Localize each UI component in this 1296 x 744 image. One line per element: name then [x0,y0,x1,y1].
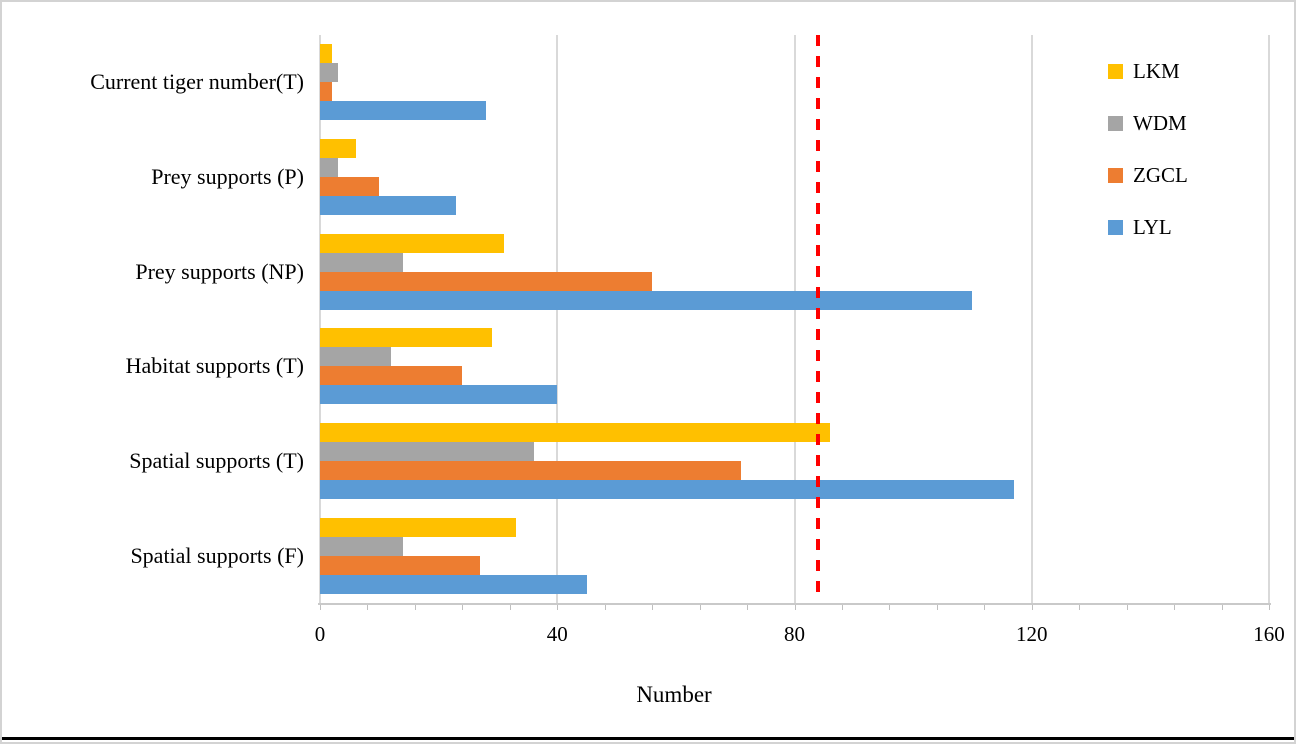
axis-minor-tick [1031,605,1033,610]
gridline-x-0 [319,35,321,603]
axis-minor-tick [320,605,321,610]
legend-label-wdm: WDM [1133,111,1187,135]
axis-minor-tick [984,605,986,610]
bar-lkm-3 [320,234,504,253]
x-axis-line [318,603,1271,605]
bar-wdm-6 [320,537,403,556]
axis-minor-tick [889,605,891,610]
axis-minor-tick [367,605,369,610]
x-tick-label-160: 160 [1253,622,1285,646]
x-tick-label-80: 80 [784,622,805,646]
bar-lyl-5 [320,480,1014,499]
bar-wdm-2 [320,158,338,177]
bar-group-6 [320,518,1269,594]
legend-swatch-wdm [1108,115,1123,131]
axis-minor-tick [1174,605,1176,610]
axis-minor-tick [652,605,654,610]
legend-item-lkm: LKM [1108,59,1188,83]
axis-minor-tick [1126,605,1128,610]
axis-minor-tick [414,605,416,610]
axis-minor-tick [557,605,559,610]
bar-group-1 [320,44,1269,120]
category-label-4: Habitat supports (T) [125,353,304,378]
legend-label-lyl: LYL [1133,215,1172,239]
axis-minor-tick [1221,605,1223,610]
gridline-x-160 [1268,35,1270,603]
bar-lyl-4 [320,385,558,404]
axis-minor-tick [604,605,606,610]
bar-lyl-1 [320,101,487,120]
bar-group-4 [320,328,1269,404]
category-label-1: Current tiger number(T) [90,69,304,94]
axis-minor-tick [1269,605,1270,610]
reference-dashed-line [816,35,821,594]
bar-lyl-6 [320,575,587,594]
bar-zgcl-5 [320,461,742,480]
legend-item-lyl: LYL [1108,215,1188,239]
bar-lkm-5 [320,423,831,442]
plot-area [319,35,1270,603]
gridline-x-40 [556,35,559,603]
legend-label-lkm: LKM [1133,59,1180,83]
bar-lyl-3 [320,291,973,310]
legend: LKM WDM ZGCL LYL [1108,59,1188,239]
axis-minor-tick [699,605,701,610]
category-label-6: Spatial supports (F) [130,543,304,568]
category-label-5: Spatial supports (T) [129,448,304,473]
axis-minor-tick [462,605,464,610]
x-tick-label-40: 40 [546,622,568,646]
bar-wdm-3 [320,253,403,272]
gridline-x-80 [793,35,796,603]
bar-wdm-4 [320,347,392,366]
gridline-x-120 [1030,35,1033,603]
bar-wdm-1 [320,63,338,82]
legend-item-wdm: WDM [1108,111,1188,135]
bar-lkm-1 [320,44,332,63]
category-label-3: Prey supports (NP) [135,259,304,284]
bar-zgcl-6 [320,556,481,575]
axis-minor-tick [509,605,511,610]
x-axis-title: Number [636,682,712,707]
bar-lkm-6 [320,518,516,537]
bar-zgcl-2 [320,177,380,196]
axis-minor-tick [842,605,843,610]
axis-minor-tick [1079,605,1081,610]
bar-lyl-2 [320,196,457,215]
category-label-2: Prey supports (P) [151,164,304,189]
legend-label-zgcl: ZGCL [1133,163,1188,187]
bar-wdm-5 [320,442,534,461]
bar-group-3 [320,234,1269,310]
legend-swatch-lkm [1108,63,1123,79]
axis-minor-tick [747,605,748,610]
figure-bottom-border [2,737,1294,740]
bar-zgcl-4 [320,366,463,385]
bar-group-2 [320,139,1269,215]
bar-zgcl-3 [320,272,653,291]
axis-minor-tick [936,605,938,610]
legend-swatch-lyl [1108,219,1123,235]
x-tick-label-120: 120 [1016,622,1048,646]
legend-swatch-zgcl [1108,167,1123,183]
bar-lkm-4 [320,328,492,347]
bar-lkm-2 [320,139,356,158]
bar-group-5 [320,423,1269,499]
legend-item-zgcl: ZGCL [1108,163,1188,187]
bar-zgcl-1 [320,82,332,101]
x-tick-label-0: 0 [314,622,326,646]
axis-minor-tick [794,605,796,610]
